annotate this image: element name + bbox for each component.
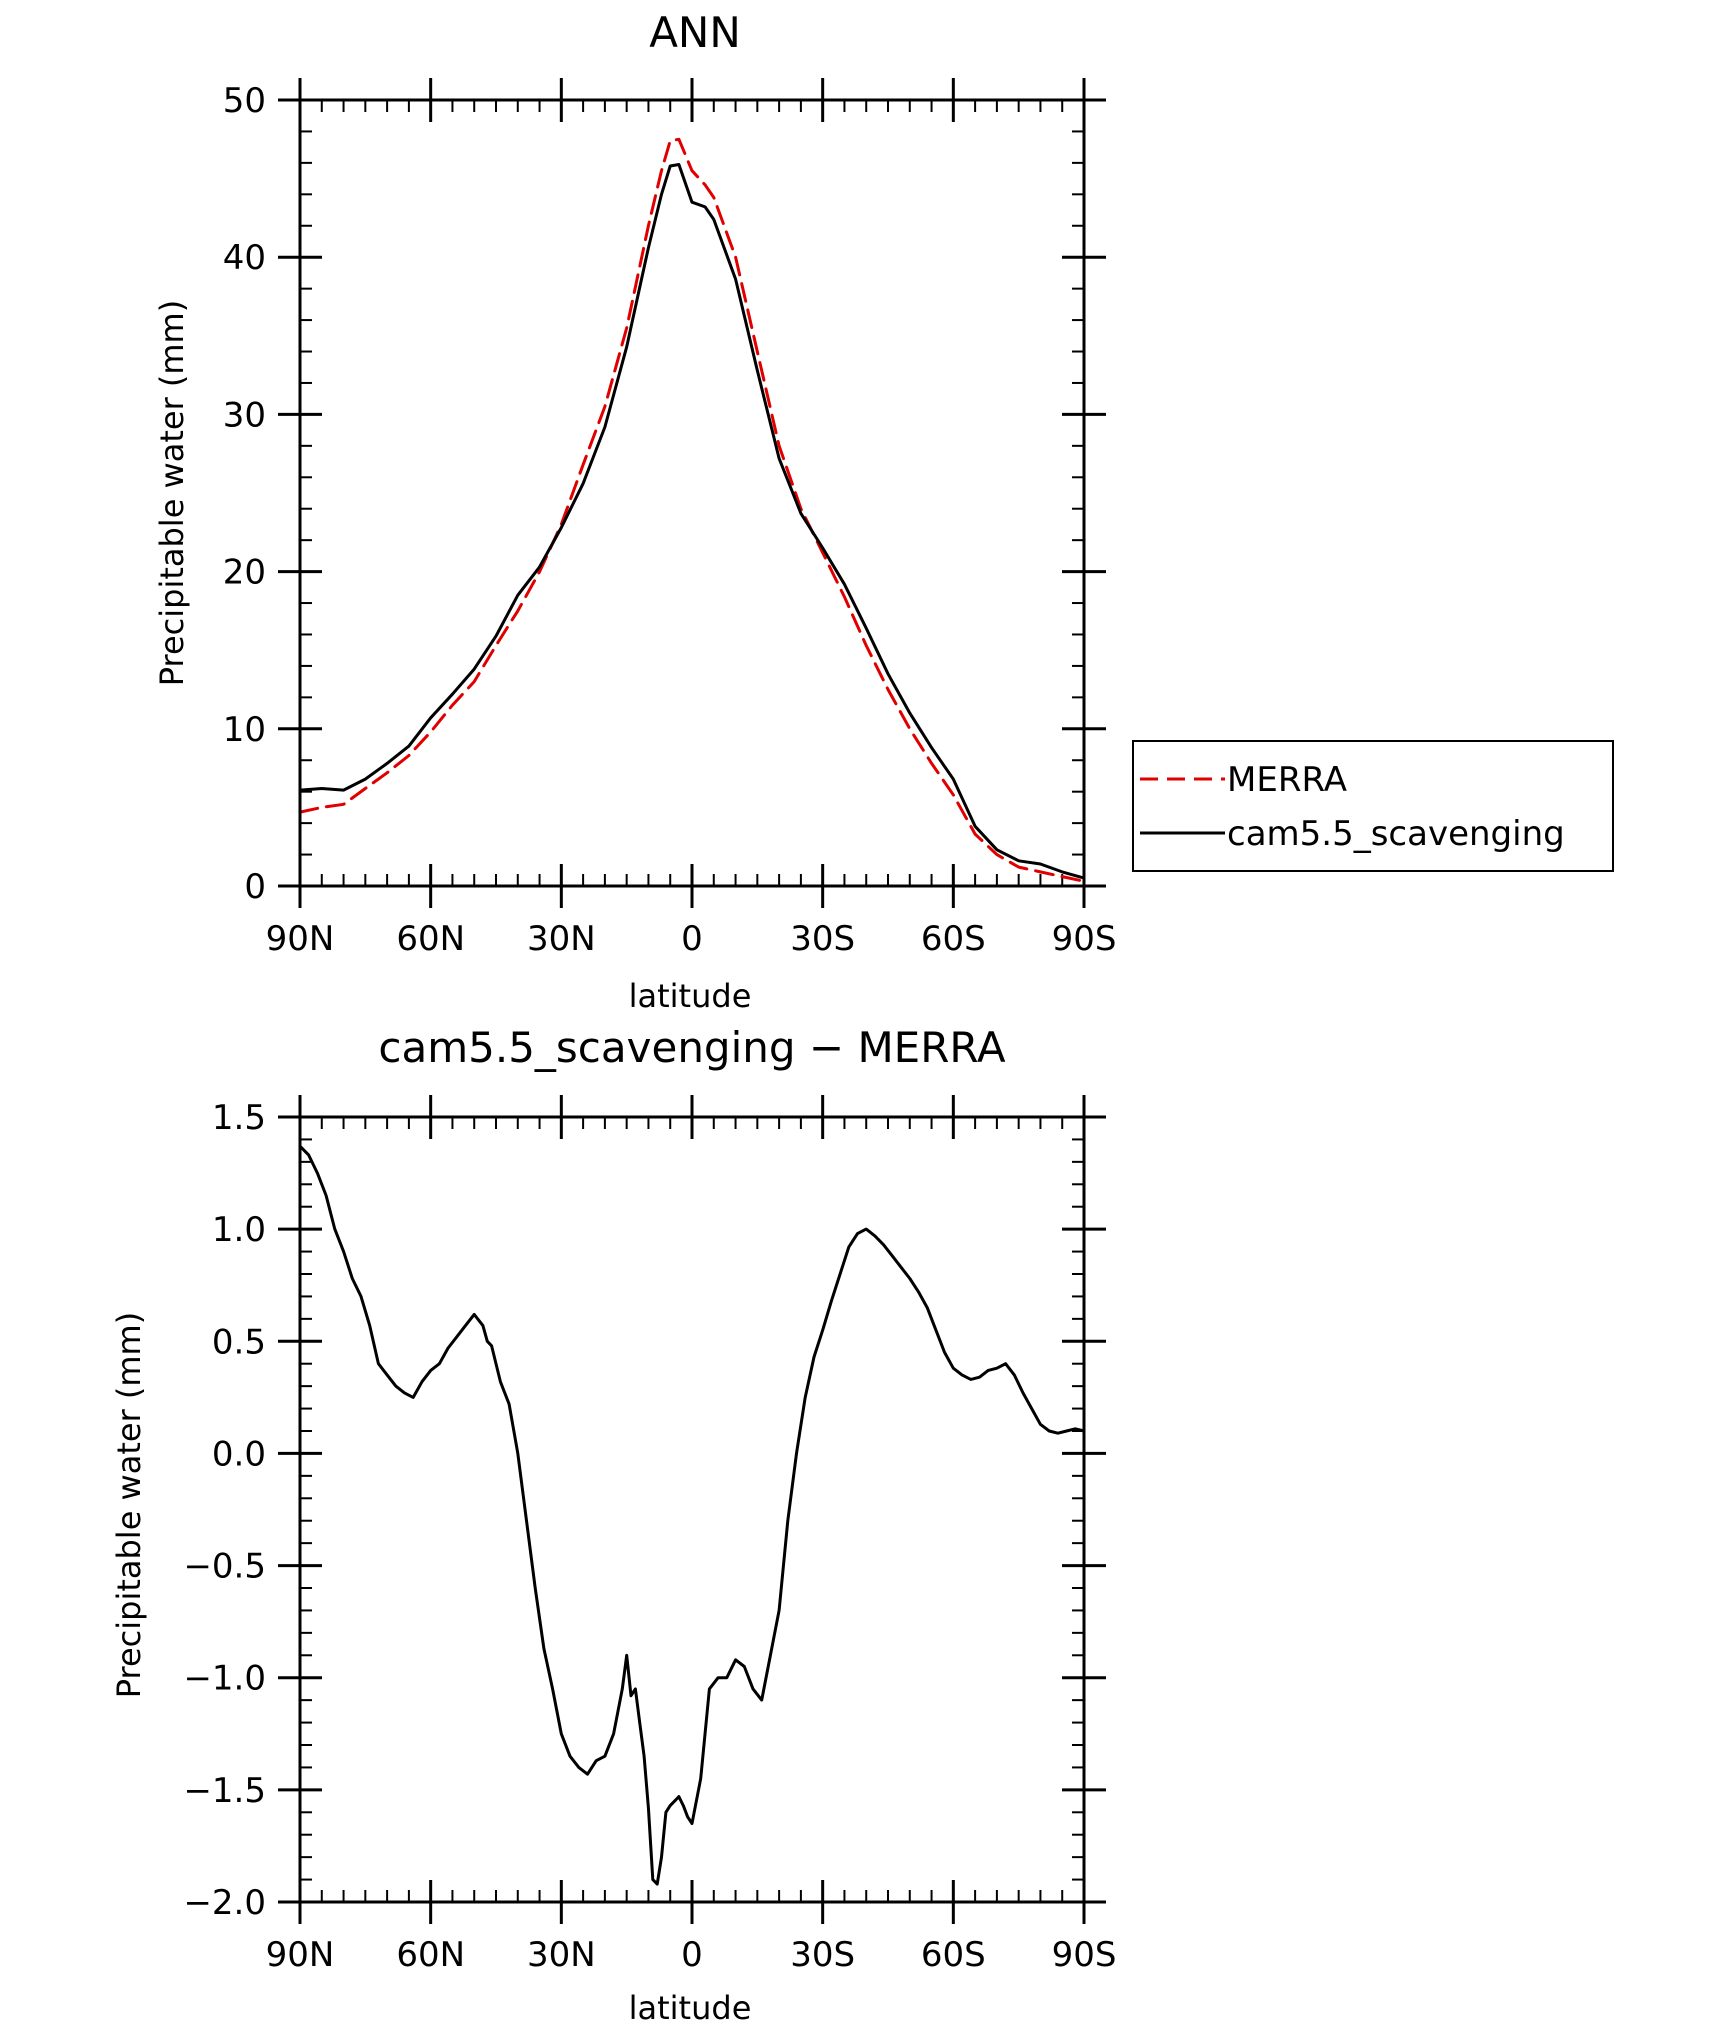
x-tick-label: 90N xyxy=(266,1935,335,1975)
legend-box xyxy=(1132,740,1614,872)
y-tick-label: 50 xyxy=(223,81,266,121)
x-tick-label: 60S xyxy=(921,919,986,959)
x-tick-label: 30S xyxy=(790,1935,855,1975)
x-tick-labels: 90N 60N 30N 0 30S 60S 90S xyxy=(266,1935,1117,1975)
axis-minor-ticks xyxy=(299,1116,1085,1903)
series-line-difference xyxy=(298,1144,1086,1886)
x-tick-label: 60N xyxy=(396,1935,465,1975)
panel-annual: ANN 90N 60N 30N 0 30S 60S 90S 0 10 20 30 40 50 lati… xyxy=(153,8,1614,1015)
series-line-cam5-5-scavenging xyxy=(298,163,1086,880)
x-tick-label: 0 xyxy=(681,919,703,959)
x-tick-label: 60N xyxy=(396,919,465,959)
y-tick-label: −1.5 xyxy=(183,1771,266,1811)
y-tick-labels: 0 10 20 30 40 50 xyxy=(223,81,266,907)
axis-ticks xyxy=(278,1095,1106,1924)
y-tick-label: −2.0 xyxy=(183,1883,266,1923)
y-tick-label: −0.5 xyxy=(183,1547,266,1587)
y-tick-label: 1.5 xyxy=(212,1098,266,1138)
series-lines xyxy=(298,1144,1086,1886)
x-axis-label: latitude xyxy=(629,977,752,1015)
y-axis-label: Precipitable water (mm) xyxy=(110,1312,148,1698)
legend: MERRA cam5.5_scavenging xyxy=(1132,740,1614,872)
y-tick-label: 20 xyxy=(223,553,266,593)
x-tick-label: 90S xyxy=(1052,1935,1117,1975)
y-tick-label: 30 xyxy=(223,395,266,435)
x-tick-label: 90N xyxy=(266,919,335,959)
series-line-merra xyxy=(298,137,1086,883)
x-tick-label: 90S xyxy=(1052,919,1117,959)
x-tick-label: 0 xyxy=(681,1935,703,1975)
plot-frame xyxy=(298,98,1086,888)
y-tick-label: 0 xyxy=(244,867,266,907)
x-axis-label: latitude xyxy=(629,1989,752,2021)
y-tick-label: 0.5 xyxy=(212,1322,266,1362)
x-tick-label: 30N xyxy=(527,1935,596,1975)
x-tick-labels: 90N 60N 30N 0 30S 60S 90S xyxy=(266,919,1117,959)
y-axis-label: Precipitable water (mm) xyxy=(153,300,191,686)
chart-title: ANN xyxy=(649,8,741,57)
y-tick-label: 10 xyxy=(223,710,266,750)
chart-title: cam5.5_scavenging − MERRA xyxy=(378,1023,1006,1072)
y-tick-label: 0.0 xyxy=(212,1434,266,1474)
axis-minor-ticks xyxy=(299,99,1085,887)
x-tick-label: 60S xyxy=(921,1935,986,1975)
y-tick-label: 40 xyxy=(223,238,266,278)
y-tick-labels: −2.0 −1.5 −1.0 −0.5 0.0 0.5 1.0 1.5 xyxy=(183,1098,266,1923)
legend-label-cam: cam5.5_scavenging xyxy=(1227,814,1565,854)
plot-frame xyxy=(298,1115,1086,1904)
y-tick-label: 1.0 xyxy=(212,1210,266,1250)
series-lines xyxy=(298,137,1086,883)
x-tick-label: 30N xyxy=(527,919,596,959)
y-tick-label: −1.0 xyxy=(183,1659,266,1699)
legend-label-merra: MERRA xyxy=(1227,760,1347,800)
x-tick-label: 30S xyxy=(790,919,855,959)
panel-difference: cam5.5_scavenging − MERRA 90N 60N 30N 0 30S 6… xyxy=(110,1023,1116,2021)
